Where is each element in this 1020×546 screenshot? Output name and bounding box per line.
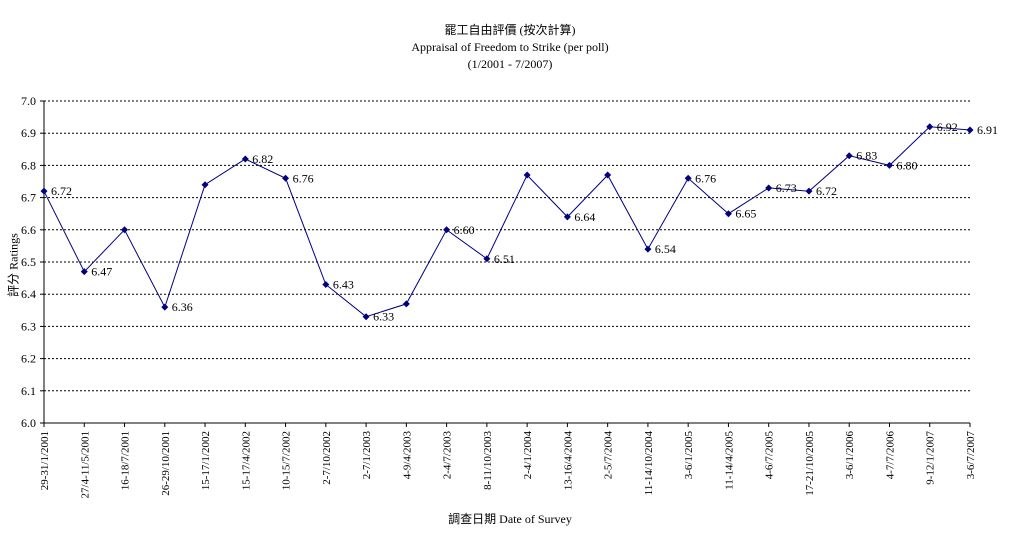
x-tick-label: 15-17/1/2002 xyxy=(200,431,212,490)
data-label: 6.54 xyxy=(655,242,676,256)
data-point xyxy=(926,123,934,131)
x-tick-label: 8-11/10/2003 xyxy=(482,431,494,490)
data-label: 6.51 xyxy=(494,252,515,266)
chart-subtitle: Appraisal of Freedom to Strike (per poll… xyxy=(411,40,609,54)
data-point xyxy=(362,313,370,321)
x-tick-label: 9-12/1/2007 xyxy=(925,431,937,485)
data-label: 6.76 xyxy=(695,171,716,185)
data-point xyxy=(443,226,451,234)
x-tick-label: 2-7/1/2003 xyxy=(361,431,373,480)
data-label: 6.60 xyxy=(454,223,475,237)
y-tick-label: 6.5 xyxy=(21,255,36,269)
data-label: 6.33 xyxy=(373,310,394,324)
x-axis-label: 調查日期 Date of Survey xyxy=(448,512,572,526)
data-point xyxy=(80,268,88,276)
data-label: 6.65 xyxy=(735,207,756,221)
x-tick-label: 2-4/7/2003 xyxy=(442,431,454,480)
data-label: 6.92 xyxy=(937,120,958,134)
x-tick-label: 2-7/10/2002 xyxy=(321,431,333,485)
y-tick-label: 7.0 xyxy=(21,94,36,108)
data-point xyxy=(322,281,330,289)
data-point xyxy=(805,187,813,195)
x-tick-label: 13-16/4/2004 xyxy=(562,431,574,491)
y-tick-label: 6.4 xyxy=(21,287,36,301)
data-point xyxy=(201,181,209,189)
x-tick-label: 2-5/7/2004 xyxy=(603,431,615,480)
x-tick-label: 16-18/7/2001 xyxy=(120,431,132,490)
data-label: 6.83 xyxy=(856,149,877,163)
data-point xyxy=(724,210,732,218)
data-label: 6.47 xyxy=(91,265,112,279)
data-point xyxy=(765,184,773,192)
chart-period: (1/2001 - 7/2007) xyxy=(467,57,553,71)
chart-title-block: 罷工自由評價 (按次計算) Appraisal of Freedom to St… xyxy=(0,22,1020,73)
data-point xyxy=(604,171,612,179)
data-point xyxy=(161,303,169,311)
x-tick-label: 10-15/7/2002 xyxy=(281,431,293,490)
x-tick-label: 4-6/7/2005 xyxy=(764,431,776,480)
data-label: 6.82 xyxy=(252,152,273,166)
x-tick-label: 3-6/7/2007 xyxy=(965,431,977,480)
data-label: 6.64 xyxy=(574,210,595,224)
data-label: 6.72 xyxy=(51,184,72,198)
series-line xyxy=(43,126,971,318)
data-point xyxy=(483,255,491,263)
y-tick-label: 6.8 xyxy=(21,158,36,172)
data-point xyxy=(563,213,571,221)
chart-title: 罷工自由評價 (按次計算) xyxy=(444,23,576,37)
x-tick-label: 27/4-11/5/2001 xyxy=(79,431,91,498)
data-point xyxy=(282,174,290,182)
data-point xyxy=(644,245,652,253)
data-label: 6.91 xyxy=(977,123,998,137)
data-point xyxy=(885,161,893,169)
y-axis-label-wrap: 評分 Ratings xyxy=(2,233,24,297)
x-tick-label: 3-6/1/2006 xyxy=(844,431,856,480)
data-point xyxy=(845,152,853,160)
y-tick-label: 6.0 xyxy=(21,416,36,430)
data-point xyxy=(121,226,129,234)
y-tick-label: 6.6 xyxy=(21,223,36,237)
data-label: 6.76 xyxy=(293,171,314,185)
data-point xyxy=(523,171,531,179)
y-tick-label: 6.1 xyxy=(21,384,36,398)
data-point xyxy=(40,187,48,195)
x-tick-label: 4-9/4/2003 xyxy=(401,431,413,480)
x-tick-label: 4-7/7/2006 xyxy=(884,431,896,480)
y-tick-label: 6.7 xyxy=(21,191,36,205)
x-tick-label: 26-29/10/2001 xyxy=(160,431,172,496)
y-tick-label: 6.9 xyxy=(21,126,36,140)
data-label: 6.72 xyxy=(816,184,837,198)
data-point xyxy=(402,300,410,308)
data-label: 6.80 xyxy=(896,158,917,172)
data-label: 6.73 xyxy=(776,181,797,195)
x-tick-label: 11-14/4/2005 xyxy=(723,431,735,490)
x-tick-label: 29-31/1/2001 xyxy=(39,431,51,490)
x-tick-label: 2-4/1/2004 xyxy=(522,431,534,480)
data-label: 6.43 xyxy=(333,278,354,292)
x-tick-label: 17-21/10/2005 xyxy=(804,431,816,496)
data-point xyxy=(966,126,974,134)
data-point xyxy=(241,155,249,163)
x-tick-label: 15-17/4/2002 xyxy=(240,431,252,490)
x-tick-label: 11-14/10/2004 xyxy=(643,431,655,496)
y-tick-label: 6.3 xyxy=(21,319,36,333)
x-tick-label: 3-6/1/2005 xyxy=(683,431,695,480)
data-label: 6.36 xyxy=(172,300,193,314)
y-axis-label: 評分 Ratings xyxy=(6,233,21,297)
data-point xyxy=(684,174,692,182)
y-tick-label: 6.2 xyxy=(21,352,36,366)
